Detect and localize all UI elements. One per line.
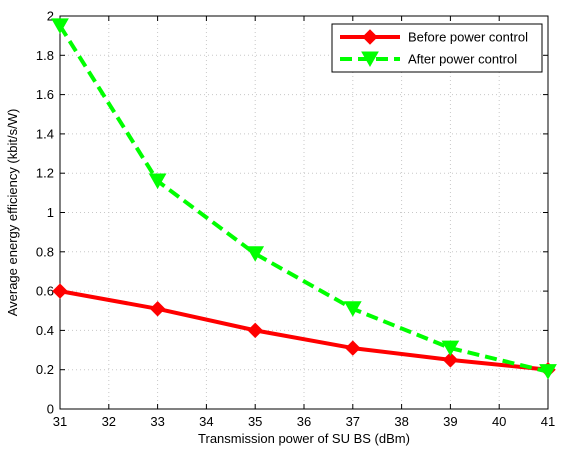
y-tick-label: 1.2 <box>36 166 54 181</box>
legend-box <box>331 23 543 73</box>
legend-label: After power control <box>408 52 517 67</box>
x-tick-label: 33 <box>150 414 164 429</box>
y-tick-label: 2 <box>47 9 54 24</box>
y-tick-label: 0.2 <box>36 362 54 377</box>
y-tick-label: 0.4 <box>36 323 54 338</box>
legend-marker <box>361 51 379 68</box>
legend: Before power control After power control <box>331 23 543 73</box>
data-point <box>343 301 362 317</box>
series-line <box>59 289 549 372</box>
data-point <box>247 322 263 339</box>
y-axis-label: Average energy efficiency (kbit/s/W) <box>5 109 20 317</box>
data-point <box>441 340 460 357</box>
x-axis-label: Transmission power of SU BS (dBm) <box>198 431 410 446</box>
legend-item: After power control <box>340 51 517 68</box>
series-layer <box>51 18 557 380</box>
data-point <box>148 173 167 190</box>
legend-label: Before power control <box>408 30 528 45</box>
data-point <box>149 301 166 317</box>
x-tick-label: 31 <box>53 414 67 429</box>
x-tick-label: 37 <box>346 414 360 429</box>
legend-marker <box>362 29 378 45</box>
y-tick-label: 1.6 <box>36 87 54 102</box>
data-point <box>246 246 265 262</box>
y-tick-label: 0.8 <box>36 244 54 259</box>
x-tick-label: 34 <box>199 414 213 429</box>
data-point <box>52 283 68 299</box>
x-tick-label: 36 <box>297 414 311 429</box>
x-tick-label: 38 <box>394 414 408 429</box>
grid <box>59 15 549 410</box>
series-1 <box>52 283 556 378</box>
y-tick-label: 0 <box>47 402 54 417</box>
data-point <box>442 352 459 368</box>
x-tick-label: 32 <box>102 414 116 429</box>
y-tick-label: 1 <box>47 205 54 220</box>
series-2 <box>51 18 557 380</box>
y-axis-ticks: 0 0.2 0.4 0.6 0.8 1 1.2 1.4 1.6 1.8 2 <box>36 9 548 417</box>
x-tick-label: 39 <box>443 414 457 429</box>
x-tick-label: 40 <box>492 414 506 429</box>
data-point <box>539 364 557 380</box>
legend-item: Before power control <box>340 29 528 45</box>
x-axis-ticks: 31 32 33 34 35 36 37 38 39 40 41 <box>53 16 555 429</box>
x-tick-label: 35 <box>248 414 262 429</box>
series-line <box>58 24 549 374</box>
y-tick-label: 1.4 <box>36 126 54 141</box>
x-tick-label: 41 <box>541 414 555 429</box>
data-point <box>345 340 361 356</box>
y-tick-label: 1.8 <box>36 48 54 63</box>
y-tick-label: 0.6 <box>36 284 54 299</box>
data-point <box>51 18 69 34</box>
